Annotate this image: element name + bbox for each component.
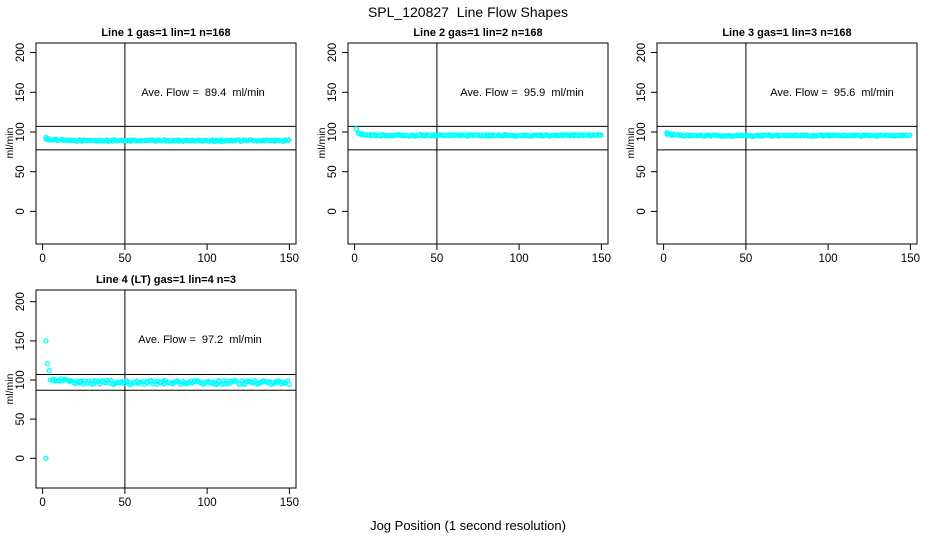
data-point [172, 138, 179, 144]
data-point [443, 132, 450, 138]
x-tick-label: 50 [119, 253, 132, 265]
x-tick-label: 100 [510, 253, 529, 265]
y-tick-label: 0 [15, 455, 27, 461]
y-tick-label: 0 [636, 208, 648, 214]
data-point [580, 132, 586, 138]
x-tick-label: 150 [280, 253, 299, 265]
data-point [43, 455, 49, 461]
data-point [790, 132, 797, 139]
x-tick-label: 50 [119, 497, 132, 509]
data-point [87, 137, 93, 143]
x-tick-label: 100 [198, 253, 217, 265]
data-point [353, 126, 359, 132]
y-tick-label: 150 [327, 83, 339, 102]
data-point [755, 133, 762, 139]
data-point [903, 132, 910, 139]
data-point [46, 367, 52, 374]
data-point [43, 338, 49, 344]
x-axis-title: Jog Position (1 second resolution) [370, 518, 566, 533]
y-tick-label: 50 [636, 165, 648, 178]
data-point [843, 133, 849, 139]
data-point [503, 132, 509, 138]
x-tick-label: 50 [431, 253, 444, 265]
y-tick-label: 150 [15, 331, 27, 350]
panel-1-y-axis-label: ml/min [4, 127, 16, 159]
data-point [286, 381, 292, 388]
panel-4-ave-flow-annotation: Ave. Flow = 97.2 ml/min [138, 334, 262, 346]
panel-4-y-axis-label: ml/min [4, 373, 16, 405]
y-tick-label: 0 [15, 208, 27, 214]
panel-1-ave-flow-annotation: Ave. Flow = 89.4 ml/min [141, 87, 265, 99]
x-tick-label: 0 [39, 253, 45, 265]
figure-title: SPL_120827 Line Flow Shapes [367, 4, 569, 20]
data-point [598, 132, 604, 138]
data-point [447, 132, 453, 139]
data-point [458, 132, 465, 138]
data-point [907, 132, 913, 138]
data-point [772, 132, 779, 138]
y-tick-label: 200 [15, 43, 27, 62]
panel-3-ave-flow-annotation: Ave. Flow = 95.6 ml/min [770, 87, 894, 99]
x-tick-label: 100 [198, 497, 217, 509]
data-point [538, 133, 545, 139]
y-tick-label: 100 [15, 122, 27, 141]
panel-2-ave-flow-annotation: Ave. Flow = 95.9 ml/min [460, 87, 584, 99]
y-tick-label: 0 [327, 208, 339, 214]
data-point [739, 132, 745, 139]
x-tick-label: 0 [351, 253, 357, 265]
data-point [108, 377, 114, 384]
y-tick-label: 200 [15, 292, 27, 311]
panel-2-y-axis-label: ml/min [316, 127, 328, 159]
data-point [742, 132, 749, 138]
y-tick-label: 50 [15, 165, 27, 178]
data-point [233, 378, 239, 384]
y-tick-label: 50 [327, 165, 339, 178]
data-point [366, 132, 372, 138]
panel-1-title: Line 1 gas=1 lin=1 n=168 [101, 27, 231, 39]
plot-box [35, 289, 297, 489]
data-point [522, 133, 528, 139]
data-point [475, 132, 481, 138]
data-point [892, 133, 898, 139]
data-point [46, 137, 52, 143]
plot-box [347, 42, 609, 245]
data-point [272, 138, 278, 144]
y-tick-label: 100 [15, 370, 27, 389]
x-tick-label: 0 [39, 497, 45, 509]
panel-3-title: Line 3 gas=1 lin=3 n=168 [722, 27, 852, 39]
plot-box [35, 42, 297, 245]
data-point [823, 132, 829, 138]
y-tick-label: 150 [636, 83, 648, 102]
data-point [590, 132, 596, 138]
panel-2-title: Line 2 gas=1 lin=2 n=168 [413, 27, 543, 39]
y-tick-label: 100 [327, 122, 339, 141]
plot-box [656, 42, 918, 245]
y-tick-label: 150 [15, 83, 27, 102]
x-tick-label: 150 [592, 253, 611, 265]
data-point [44, 360, 51, 367]
x-tick-label: 150 [901, 253, 920, 265]
panel-3-y-axis-label: ml/min [625, 127, 637, 159]
x-tick-label: 0 [660, 253, 666, 265]
x-tick-label: 50 [740, 253, 753, 265]
data-point [667, 131, 673, 137]
y-tick-label: 100 [636, 122, 648, 141]
y-tick-label: 50 [15, 413, 27, 426]
y-tick-label: 200 [636, 43, 648, 62]
x-tick-label: 150 [280, 497, 299, 509]
panel-4-title: Line 4 (LT) gas=1 lin=4 n=3 [95, 274, 237, 286]
data-point [286, 137, 292, 143]
y-tick-label: 200 [327, 43, 339, 62]
x-tick-label: 100 [819, 253, 838, 265]
